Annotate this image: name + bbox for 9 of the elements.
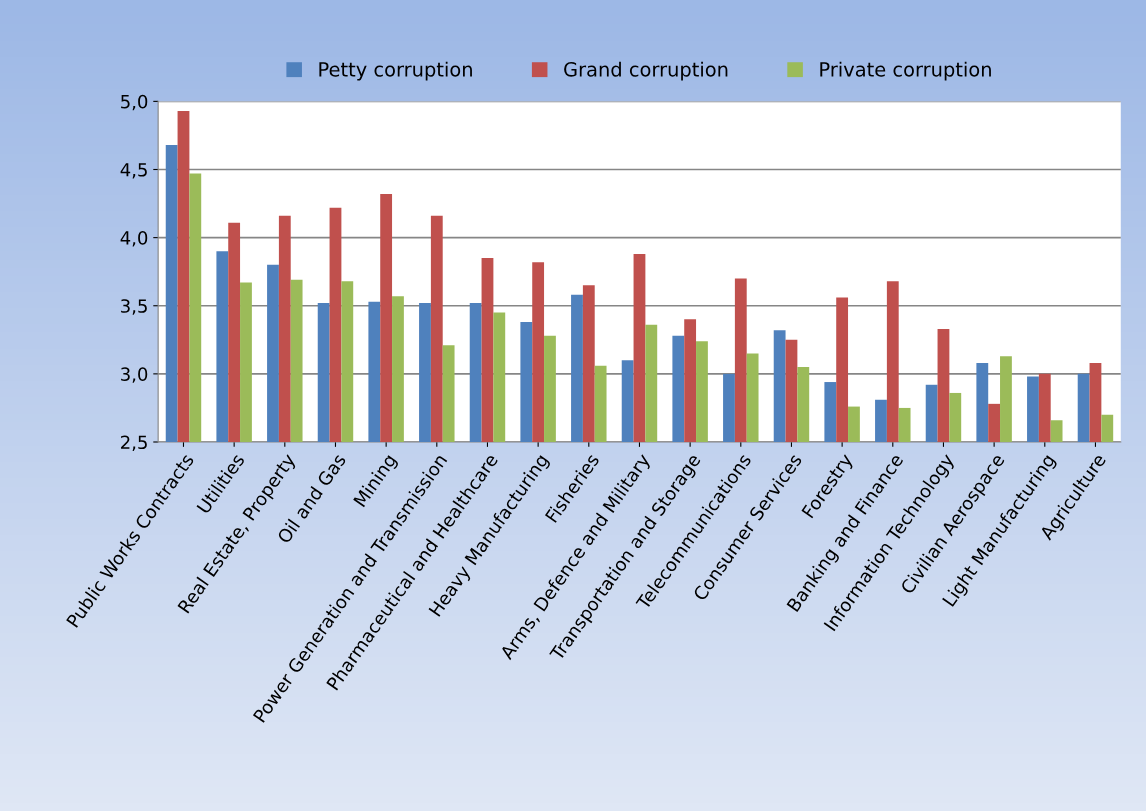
legend-label: Grand corruption [564,61,728,81]
y-tick-label: 5,0 [121,94,148,111]
y-tick-label: 2,5 [121,435,147,451]
y-tick-label: 4,0 [120,231,148,247]
y-tick-label: 3,0 [121,367,148,383]
y-tick-label: 4,5 [120,163,147,179]
legend-label: Private corruption [820,61,991,81]
legend-label: Petty corruption [319,61,472,81]
y-tick-label: 3,5 [121,299,147,315]
